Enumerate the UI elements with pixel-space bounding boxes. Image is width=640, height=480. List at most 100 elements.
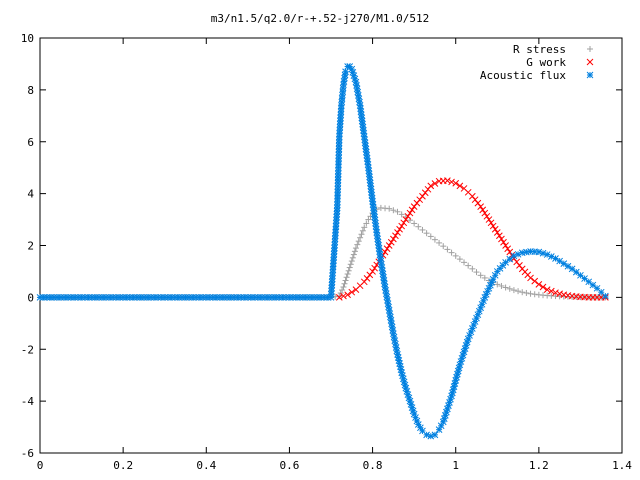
data-point [489,222,497,230]
x-tick-label: 0.4 [196,459,216,472]
data-point [343,274,350,281]
y-tick-label: 10 [21,32,34,45]
data-point [336,126,344,134]
data-point [335,294,343,301]
data-point [334,176,342,184]
data-point [390,207,397,214]
data-point [344,271,351,278]
data-point [527,290,534,297]
y-tick-label: 6 [27,136,34,149]
data-point [440,243,447,250]
data-point [390,235,397,243]
data-point [427,233,434,240]
data-point [448,178,455,186]
x-tick-label: 1 [452,459,459,472]
data-point [504,245,512,253]
data-point [523,289,530,296]
y-tick-label: -6 [21,447,34,460]
data-point [334,167,342,175]
data-point [342,68,349,76]
y-tick-label: 4 [27,188,34,201]
data-point [335,148,343,156]
data-point [456,182,464,190]
data-point [340,284,347,290]
data-point [385,306,393,314]
data-point [560,260,568,268]
data-point [423,230,430,237]
data-point [347,261,354,268]
data-point [469,265,476,272]
data-point [493,229,501,236]
data-point [589,281,597,289]
data-point [577,271,584,279]
data-point [367,213,374,220]
data-point [387,238,395,246]
data-point [581,275,588,282]
data-point [359,227,366,234]
data-point [406,209,414,217]
data-point [346,264,353,271]
data-point [333,204,341,212]
data-point [348,258,355,265]
data-point [510,287,517,294]
data-point [402,216,410,223]
legend-label: R stress [513,43,566,56]
y-tick-label: 8 [27,84,34,97]
data-point [383,245,391,253]
data-point [431,236,438,243]
data-point [496,232,503,240]
data-point [477,272,484,279]
data-point [491,225,499,233]
x-tick-label: 1.2 [529,459,549,472]
data-point [568,265,576,273]
data-point [502,242,509,249]
legend-label: Acoustic flux [480,69,566,82]
data-point [358,231,365,238]
data-point [552,289,559,297]
data-point [535,248,543,256]
data-point [502,259,509,266]
data-point [357,234,364,241]
data-point [386,205,393,212]
data-point [388,323,396,331]
data-point [392,232,399,240]
data-point [572,268,580,276]
x-tick-label: 0 [37,459,44,472]
data-point [354,241,361,248]
x-tick-label: 0.6 [279,459,299,472]
legend-marker [586,58,594,66]
data-point [443,408,450,416]
data-point [411,220,418,227]
data-point [465,262,472,269]
data-point [371,264,379,272]
data-point [444,246,451,253]
legend-marker [586,71,594,79]
data-point [396,225,403,233]
data-point [485,216,493,223]
y-tick-label: 0 [27,291,34,304]
data-point [531,291,538,298]
y-tick-label: -4 [21,395,35,408]
data-point [339,287,346,294]
data-point [350,251,357,258]
data-point [523,248,530,256]
data-point [341,280,348,287]
chart-title: m3/n1.5/q2.0/r-+.52-j270/M1.0/512 [211,12,430,25]
data-point [345,267,352,274]
data-point [602,292,609,300]
data-point [394,208,401,215]
data-point [500,238,507,246]
data-point [487,219,495,227]
data-point [361,224,368,231]
data-point [408,206,416,214]
data-point [479,206,487,214]
data-point [543,286,551,293]
data-point [436,239,443,246]
data-point [515,288,522,295]
data-point [431,180,439,187]
data-point [352,245,359,252]
data-point [350,72,358,79]
data-point [379,270,387,278]
data-point [506,255,514,263]
